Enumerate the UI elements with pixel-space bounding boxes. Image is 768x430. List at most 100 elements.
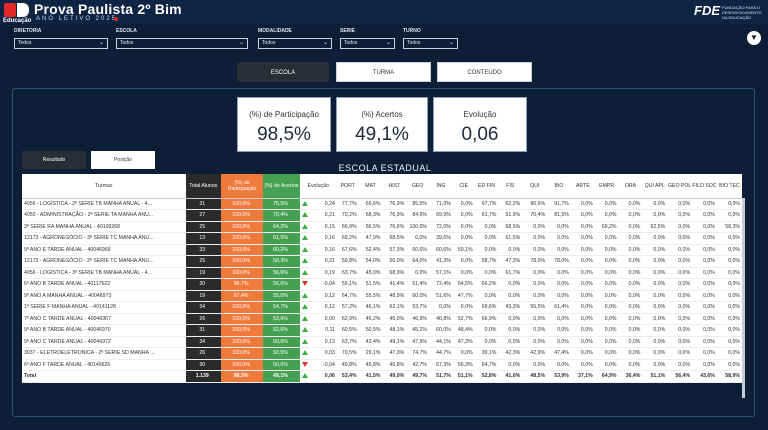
column-header[interactable]: PORT	[336, 174, 359, 199]
subject-cell: 0,0%	[594, 209, 619, 222]
table-scrollbar[interactable]	[742, 198, 745, 398]
table-row[interactable]: 4056 - LOGÍSTICA - 3ª SERIE TB MANHA ANU…	[22, 267, 742, 279]
column-header[interactable]: QUI	[522, 174, 548, 199]
subject-cell: 85,5%	[406, 198, 430, 210]
subject-cell: 0,0%	[618, 255, 643, 268]
subject-cell: 0,0%	[498, 313, 523, 325]
subject-cell: 0,0%	[692, 232, 717, 245]
column-header[interactable]: QUI APL	[642, 174, 668, 199]
subtab-posicao[interactable]: Posição	[91, 151, 155, 169]
table-row[interactable]: 7º ANO C TARDE ANUAL - 40046967 26 100,0% 5…	[22, 313, 742, 325]
subject-cell: 0,0%	[522, 244, 548, 256]
table-row[interactable]: 6º ANO F TARDE ANUAL - 40149626 30 100,0% 5…	[22, 359, 742, 371]
subject-cell: 0,0%	[474, 221, 499, 233]
column-header[interactable]: Evolução	[299, 174, 337, 199]
subject-cell: 61,4%	[547, 301, 571, 314]
column-header[interactable]: Total Alunos	[185, 174, 221, 199]
column-header[interactable]: HIST	[382, 174, 407, 199]
turma-name: 12173 - AGRONEGÓCIO - 2ª SERIE TC MANHA …	[22, 255, 186, 268]
participacao-cell: 100,0%	[220, 267, 264, 279]
table-row[interactable]: 1ª SERIE F MANHA ANUAL - 40141128 34 100,0…	[22, 301, 742, 314]
turma-name: 1ª SERIE F MANHA ANUAL - 40141128	[22, 301, 186, 314]
subject-cell: 60,0%	[406, 290, 430, 302]
column-header[interactable]: GEO POL	[667, 174, 693, 199]
table-row[interactable]: 9º ANO C TARDE ANUAL - 40046972 34 100,0% 5…	[22, 336, 742, 348]
column-header[interactable]: FILO SOC	[692, 174, 717, 199]
participacao-cell: 100,0%	[220, 324, 264, 337]
column-header[interactable]: FÍS	[498, 174, 523, 199]
subject-cell: 57,2%	[336, 301, 359, 314]
subject-cell: 0,0%	[594, 347, 619, 360]
subject-cell: 67,7%	[474, 198, 499, 210]
evolucao-cell: 0,12	[299, 301, 337, 314]
turma-name: 6º ANO B TARDE ANUAL - 40117622	[22, 278, 186, 291]
table-row[interactable]: 6º ANO B TARDE ANUAL - 40117622 30 96,7% 56…	[22, 278, 742, 291]
subject-cell: 66,2%	[474, 278, 499, 291]
subject-cell: 0,0%	[716, 301, 742, 314]
filter-label: ESCOLA	[116, 28, 137, 34]
column-header[interactable]: MAT	[358, 174, 383, 199]
subject-cell: 0,0%	[570, 221, 595, 233]
table-row[interactable]: 3037 - ELETROELETRONICA - 2ª SERIE SD MA…	[22, 347, 742, 360]
table-row[interactable]: 4050 - ADMINISTRAÇÃO - 2ª SERIE TA MANHA…	[22, 209, 742, 222]
subject-cell: 0,0%	[667, 244, 693, 256]
column-header[interactable]: ORA	[618, 174, 643, 199]
column-header[interactable]: Turmas	[22, 174, 186, 199]
subject-cell: 78,0%	[547, 255, 571, 268]
chevron-down-icon: ⌄	[98, 40, 104, 46]
column-header[interactable]: GEO	[406, 174, 430, 199]
subject-cell: 0,0%	[667, 324, 693, 337]
subject-cell: 0,0%	[594, 232, 619, 245]
tab-turma[interactable]: TURMA	[336, 62, 431, 82]
subject-cell: 0,0%	[667, 198, 693, 210]
diretoria-select[interactable]: Todos ⌄	[14, 38, 108, 49]
column-header[interactable]: ED FIN	[474, 174, 499, 199]
subject-cell: 0,0%	[498, 290, 523, 302]
subject-cell: 0,0%	[594, 198, 619, 210]
table-row[interactable]: 12173 - AGRONEGÓCIO - 2ª SERIE TC MANHA …	[22, 255, 742, 268]
column-header[interactable]: ARTE	[570, 174, 595, 199]
table-row[interactable]: 4056 - LOGÍSTICA - 2ª SERIE TB MANHA ANU…	[22, 198, 742, 210]
acertos-cell: 56,6%	[263, 267, 300, 279]
subject-cell: 70,2%	[336, 209, 359, 222]
participacao-cell: 100,0%	[220, 347, 264, 360]
column-header[interactable]: BIO	[547, 174, 571, 199]
subject-cell: 68,5%	[498, 221, 523, 233]
column-header[interactable]: ING	[429, 174, 453, 199]
subject-cell: 69,9%	[429, 209, 453, 222]
column-header[interactable]: (%) de Participação	[220, 174, 264, 199]
turno-select[interactable]: Todos ⌄	[403, 38, 458, 49]
column-header[interactable]: BIO TEC	[716, 174, 742, 199]
subtab-resultado[interactable]: Resultado	[22, 151, 86, 169]
tab-escola[interactable]: ESCOLA	[237, 62, 329, 82]
subject-cell: 0,0%	[594, 336, 619, 348]
subject-cell: 0,0%	[522, 336, 548, 348]
table-row[interactable]: 3ª SERIE RA MANHA ANUAL - 40100268 25 100,…	[22, 221, 742, 233]
table-row[interactable]: 9º ANO A MANHA ANUAL - 40048973 19 97,4% 55…	[22, 290, 742, 302]
filter-label: TURNO	[403, 28, 421, 34]
modalidade-select[interactable]: Todos ⌄	[258, 38, 332, 49]
table-row[interactable]: 9º ANO B TARDE ANUAL - 40046970 31 100,0% 5…	[22, 324, 742, 337]
escola-select[interactable]: Todos ⌄	[116, 38, 248, 49]
filter-diretoria: DIRETORIA Todos ⌄	[14, 28, 108, 49]
clear-filter-icon[interactable]: ▼	[747, 31, 761, 45]
subject-cell: 0,0%	[692, 324, 717, 337]
column-header[interactable]: (%) de Acertos	[263, 174, 300, 199]
subject-cell: 0,0%	[570, 313, 595, 325]
table-row[interactable]: 12173 - AGRONEGÓCIO - 3ª SERIE TC MANHA …	[22, 232, 742, 245]
subject-cell: 0,0%	[522, 324, 548, 337]
total-row[interactable]: Total 1.139 98,5% 49,1% 0,06 53,4% 41,5% 49,0% 4…	[22, 370, 742, 383]
tab-conteudo[interactable]: CONTEÚDO	[437, 62, 532, 82]
subject-cell: 0,0%	[618, 278, 643, 291]
participacao-cell: 100,0%	[220, 221, 264, 233]
total-alunos: 31	[185, 198, 221, 210]
column-header[interactable]: EMPR	[594, 174, 619, 199]
serie-select[interactable]: Todos ⌄	[340, 38, 395, 49]
acertos-cell: 54,7%	[263, 301, 300, 314]
subject-cell: 29,1%	[358, 347, 383, 360]
column-header[interactable]: CIE	[452, 174, 475, 199]
table-row[interactable]: 9º ANO E TARDE ANUAL - 40046969 33 100,0% 6…	[22, 244, 742, 256]
subject-cell: 76,9%	[382, 209, 407, 222]
subject-cell: 68,9%	[382, 267, 407, 279]
subject-cell: 53,4%	[336, 370, 359, 383]
